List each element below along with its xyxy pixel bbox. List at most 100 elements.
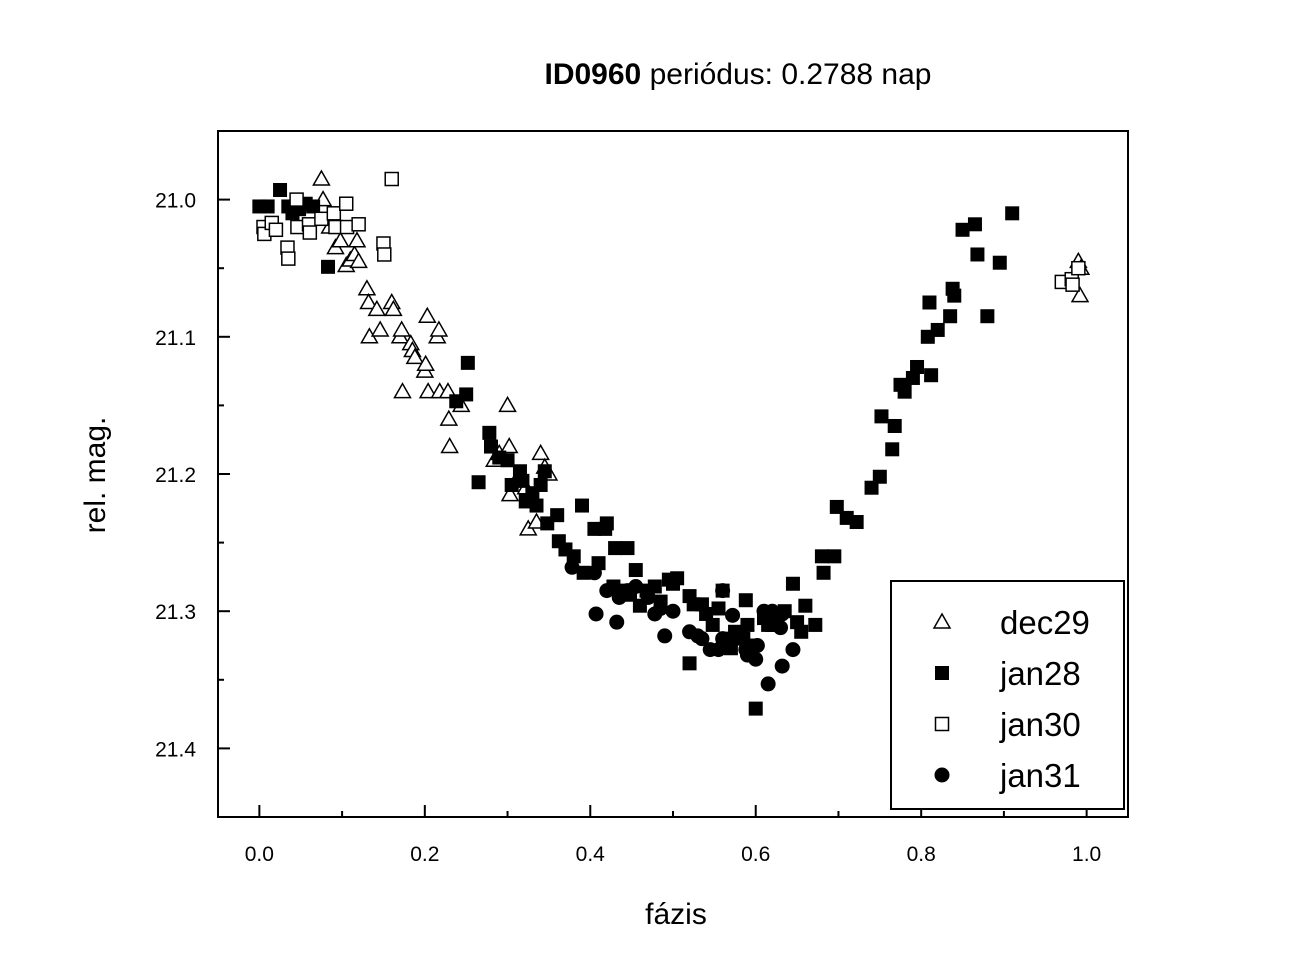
jan30-point [1071, 260, 1086, 276]
jan28-point [970, 247, 985, 262]
dec29-point [438, 382, 458, 399]
jan28-point [924, 368, 939, 383]
jan28-point [670, 571, 685, 586]
jan31-point [657, 628, 673, 644]
jan28-point [897, 384, 912, 399]
jan28-point [260, 199, 275, 214]
jan28-point [576, 565, 591, 580]
jan28-point [816, 565, 831, 580]
jan30-point [326, 206, 342, 221]
jan28-point [620, 541, 635, 556]
dec29-point [429, 320, 449, 337]
jan28-point [922, 295, 937, 310]
jan28-point [874, 409, 889, 424]
jan28-point [748, 701, 763, 716]
legend-marker-jan28 [935, 666, 949, 680]
jan28-point [905, 370, 920, 385]
jan31-point [694, 631, 710, 647]
jan28-point [575, 498, 589, 513]
dec29-point [418, 306, 437, 323]
dec29-point [359, 292, 378, 310]
dec29-point [418, 382, 438, 399]
jan28-point [849, 515, 864, 530]
jan28-point [460, 355, 475, 370]
dec29-point [393, 382, 412, 399]
dec29-point [531, 443, 550, 461]
jan28-point [566, 549, 581, 564]
jan30-point [281, 251, 296, 266]
y-axis: 21.0 21.1 21.2 21.3 21.4 [155, 190, 230, 761]
jan30-point [377, 247, 392, 262]
dec29-point [439, 409, 459, 426]
jan28-point [864, 480, 879, 495]
x-axis-label: fázis [645, 898, 707, 931]
jan28-point [872, 469, 887, 484]
dec29-point [440, 437, 459, 454]
jan28-point [798, 598, 813, 613]
jan30-point [338, 196, 354, 211]
jan28-point [682, 656, 697, 671]
y-axis-label: rel. mag. [79, 417, 112, 534]
jan31-point [586, 565, 602, 581]
jan28-point [550, 508, 565, 523]
y-tick-label: 21.2 [155, 464, 196, 487]
jan28-point [740, 617, 755, 632]
x-tick-label: 0.8 [907, 843, 936, 866]
jan30-point [314, 211, 329, 227]
jan28-point [533, 477, 548, 492]
jan28-point [827, 549, 842, 564]
legend-marker-jan30 [934, 716, 950, 732]
dec29-point [1070, 286, 1090, 303]
legend-item-jan30: jan30 [934, 706, 1081, 743]
x-tick-label: 0.2 [410, 843, 439, 866]
jan28-point [992, 255, 1007, 270]
dec29-point [416, 354, 435, 371]
y-tick-label: 21.4 [155, 738, 196, 761]
jan28-point [711, 601, 726, 616]
dec29-point [384, 299, 403, 317]
jan31-point [715, 631, 731, 647]
jan31-point [599, 583, 615, 599]
dec29-point [370, 320, 390, 337]
legend-item-jan28: jan28 [935, 655, 1081, 692]
dec29-point [331, 231, 350, 248]
jan28-point [471, 475, 486, 490]
jan28-point [794, 624, 809, 639]
legend-marker-dec29 [932, 612, 952, 629]
jan28-point [885, 442, 900, 457]
jan31-point [760, 676, 776, 692]
jan28-point [808, 617, 823, 632]
jan30-point [302, 225, 318, 240]
jan28-point [515, 473, 530, 488]
jan28-point [785, 576, 800, 591]
jan28-point [306, 199, 321, 214]
jan31-point [665, 603, 681, 619]
chart-title-period: periódus: 0.2788 nap [641, 58, 931, 91]
jan31-point [774, 606, 790, 622]
dec29-point [312, 169, 331, 186]
jan30-point [289, 192, 304, 207]
legend-label: jan31 [999, 757, 1081, 794]
jan31-point [785, 642, 801, 658]
jan28-point [608, 541, 623, 556]
chart-title: ID0960 periódus: 0.2788 nap [545, 58, 932, 91]
x-tick-label: 0.0 [245, 843, 274, 866]
y-tick-label: 21.3 [155, 601, 196, 624]
jan31-point [609, 614, 625, 630]
legend-label: jan28 [999, 655, 1081, 692]
jan31-point [725, 607, 741, 623]
jan28-point [628, 563, 643, 578]
legend-label: jan30 [999, 706, 1081, 743]
series-jan30 [256, 171, 1086, 292]
jan28-point [647, 579, 662, 594]
legend-item-dec29: dec29 [932, 604, 1090, 641]
jan28-point [887, 418, 902, 433]
jan30-point [268, 222, 284, 238]
dec29-point [392, 320, 411, 337]
chart-title-id: ID0960 [545, 58, 642, 91]
jan28-point [599, 516, 614, 531]
y-tick-label: 21.0 [155, 190, 196, 213]
jan31-point [774, 658, 790, 674]
jan28-point [273, 182, 288, 197]
